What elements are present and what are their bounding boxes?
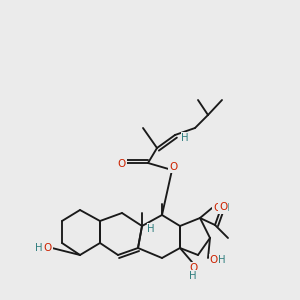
Text: O: O — [210, 255, 218, 265]
Text: H: H — [35, 243, 43, 253]
Text: H: H — [189, 271, 197, 281]
Text: O: O — [189, 263, 197, 273]
Text: O: O — [219, 202, 227, 212]
Text: O: O — [44, 243, 52, 253]
Text: H: H — [181, 133, 189, 143]
Text: O: O — [169, 162, 177, 172]
Text: O: O — [213, 203, 221, 213]
Text: H: H — [218, 255, 226, 265]
Text: H: H — [222, 203, 230, 213]
Text: H: H — [147, 224, 155, 234]
Text: O: O — [118, 159, 126, 169]
